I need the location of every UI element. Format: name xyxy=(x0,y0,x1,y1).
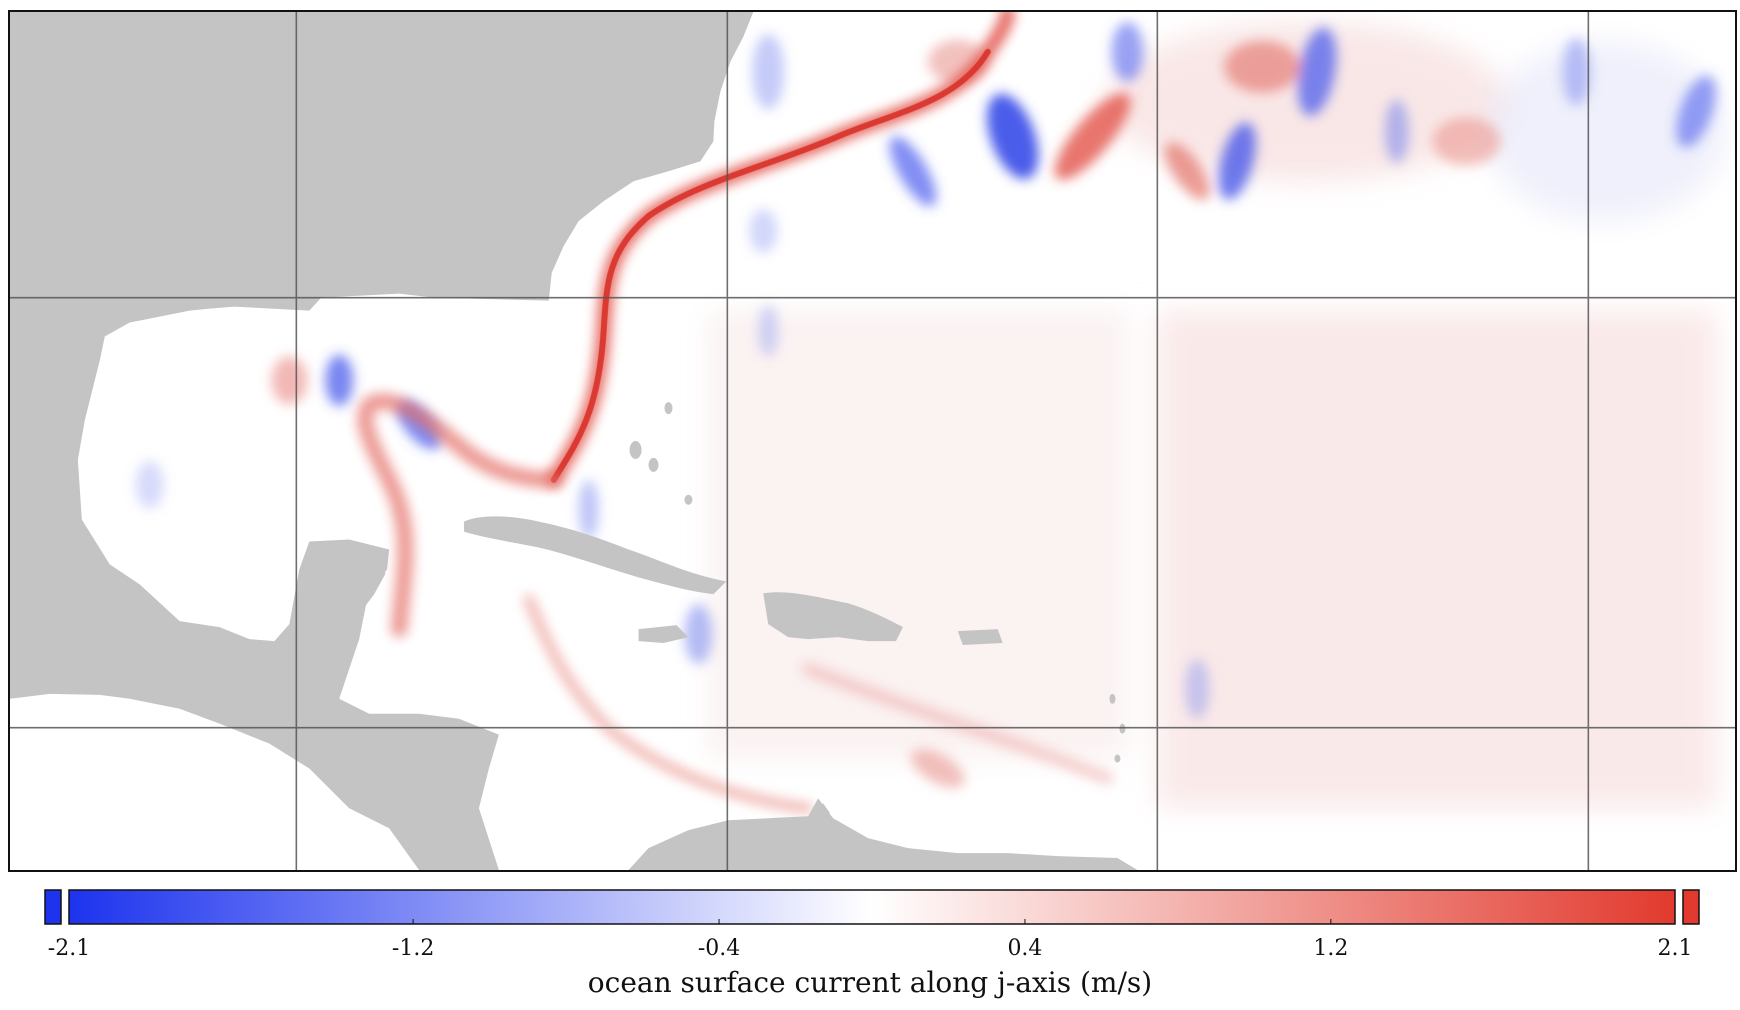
caribbean-current xyxy=(523,594,814,814)
colorbar-tick-label: 0.4 xyxy=(1007,936,1043,961)
eddy xyxy=(325,354,354,407)
eddy xyxy=(1218,122,1256,200)
jamaica xyxy=(638,625,689,644)
colorbar-tick-label: -2.1 xyxy=(47,936,91,961)
hispaniola xyxy=(763,592,903,642)
colorbar-extend-high xyxy=(1682,889,1700,925)
puerto-rico xyxy=(957,629,1003,646)
eddy xyxy=(1054,92,1131,180)
colorbar-title: ocean surface current along j-axis (m/s) xyxy=(587,966,1153,999)
colorbar-tick-label: 2.1 xyxy=(1657,936,1693,961)
island xyxy=(629,441,642,459)
colorbar-tick-label: 1.2 xyxy=(1313,936,1349,961)
eddy xyxy=(1224,40,1301,93)
eddy xyxy=(1562,37,1591,106)
eddy xyxy=(1297,27,1337,116)
caribbean-flow xyxy=(802,662,1114,785)
island xyxy=(664,402,673,415)
colorbar-extend-low xyxy=(44,889,62,925)
eddy xyxy=(889,136,937,207)
island xyxy=(648,457,659,472)
eddy xyxy=(1164,142,1210,201)
south-america-landmass xyxy=(628,798,1138,870)
current-map xyxy=(10,12,1735,870)
cuba xyxy=(463,516,727,595)
eddy xyxy=(1111,21,1144,82)
eddy xyxy=(749,209,778,253)
eddy xyxy=(684,604,713,664)
islands xyxy=(629,402,1126,763)
colorbar-gradient xyxy=(68,889,1676,925)
eddy xyxy=(758,304,779,357)
currents xyxy=(357,12,1114,814)
colorbar-tick-label: -0.4 xyxy=(697,936,741,961)
eddy xyxy=(1384,99,1409,164)
eddy xyxy=(135,460,164,509)
eddy xyxy=(752,33,785,110)
colorbar xyxy=(44,889,1700,925)
venezuela-coast xyxy=(808,803,831,817)
colorbar-tick-label: -1.2 xyxy=(391,936,435,961)
island xyxy=(1109,693,1116,704)
eddy xyxy=(986,93,1039,180)
graticule xyxy=(10,12,1735,870)
island xyxy=(1114,754,1121,763)
loop-current xyxy=(357,393,562,638)
eddy xyxy=(1676,75,1716,148)
gulf-stream-core xyxy=(550,48,991,483)
eddy xyxy=(578,479,599,540)
island xyxy=(684,494,693,505)
land xyxy=(10,12,1138,870)
eddy xyxy=(1432,117,1501,166)
colorbar-ticks xyxy=(68,919,1676,924)
eddies xyxy=(135,21,1716,788)
yucatan-peninsula xyxy=(337,549,388,618)
north-america-landmass xyxy=(10,12,754,870)
map-panel xyxy=(8,10,1737,872)
island xyxy=(1119,723,1126,734)
background-wash xyxy=(708,21,1727,809)
eddy xyxy=(271,356,308,405)
eddy xyxy=(911,749,965,788)
eddy xyxy=(1185,658,1210,719)
